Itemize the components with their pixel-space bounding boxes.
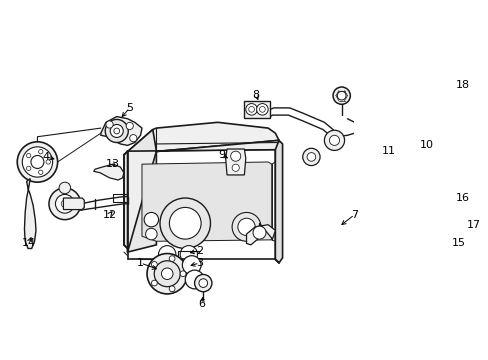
Polygon shape bbox=[404, 181, 420, 199]
Text: 13: 13 bbox=[106, 159, 120, 169]
Text: 12: 12 bbox=[102, 210, 116, 220]
Circle shape bbox=[337, 91, 346, 100]
Text: 5: 5 bbox=[126, 103, 133, 113]
Circle shape bbox=[105, 120, 128, 143]
Circle shape bbox=[61, 200, 68, 207]
Circle shape bbox=[230, 151, 240, 161]
Text: 11: 11 bbox=[382, 146, 395, 156]
Circle shape bbox=[59, 182, 70, 194]
Circle shape bbox=[110, 125, 123, 138]
Text: 10: 10 bbox=[419, 140, 433, 150]
Circle shape bbox=[151, 280, 157, 286]
Circle shape bbox=[232, 164, 239, 171]
Text: 8: 8 bbox=[252, 90, 259, 100]
Circle shape bbox=[126, 122, 133, 130]
Circle shape bbox=[169, 207, 201, 239]
Text: 9: 9 bbox=[218, 150, 225, 160]
Circle shape bbox=[182, 256, 201, 274]
Circle shape bbox=[259, 107, 264, 112]
Polygon shape bbox=[142, 162, 271, 241]
Circle shape bbox=[199, 279, 207, 287]
Polygon shape bbox=[63, 198, 84, 210]
Polygon shape bbox=[123, 122, 278, 157]
Text: 4: 4 bbox=[42, 152, 50, 162]
Circle shape bbox=[144, 212, 158, 227]
Circle shape bbox=[426, 228, 440, 242]
Polygon shape bbox=[123, 130, 156, 252]
Text: 16: 16 bbox=[455, 193, 469, 203]
Polygon shape bbox=[24, 179, 36, 248]
Circle shape bbox=[151, 261, 157, 267]
Circle shape bbox=[158, 246, 176, 263]
Circle shape bbox=[169, 286, 175, 292]
Circle shape bbox=[129, 135, 137, 142]
Text: 1: 1 bbox=[137, 258, 144, 268]
Text: 15: 15 bbox=[451, 238, 465, 248]
Circle shape bbox=[160, 198, 210, 248]
Circle shape bbox=[245, 104, 257, 115]
Circle shape bbox=[302, 148, 320, 166]
Circle shape bbox=[180, 271, 185, 276]
Text: 18: 18 bbox=[455, 80, 469, 90]
Circle shape bbox=[332, 87, 349, 104]
Circle shape bbox=[31, 156, 44, 168]
Circle shape bbox=[22, 147, 53, 177]
Circle shape bbox=[39, 170, 43, 175]
Circle shape bbox=[145, 228, 157, 240]
Circle shape bbox=[147, 253, 187, 294]
Circle shape bbox=[194, 274, 211, 292]
Text: 14: 14 bbox=[21, 238, 36, 248]
Circle shape bbox=[26, 153, 31, 158]
Circle shape bbox=[324, 130, 344, 150]
Circle shape bbox=[180, 246, 197, 263]
Circle shape bbox=[161, 268, 173, 279]
Polygon shape bbox=[246, 223, 275, 245]
Circle shape bbox=[49, 188, 81, 220]
Circle shape bbox=[114, 128, 120, 134]
Polygon shape bbox=[225, 149, 245, 175]
Circle shape bbox=[55, 194, 74, 213]
Text: 7: 7 bbox=[350, 210, 358, 220]
Polygon shape bbox=[101, 117, 142, 145]
Polygon shape bbox=[426, 222, 451, 245]
Circle shape bbox=[46, 160, 50, 164]
Circle shape bbox=[169, 256, 175, 261]
Circle shape bbox=[154, 261, 180, 287]
Polygon shape bbox=[94, 164, 123, 180]
Polygon shape bbox=[127, 140, 278, 263]
Text: 2: 2 bbox=[196, 246, 203, 256]
Circle shape bbox=[106, 121, 113, 128]
Circle shape bbox=[248, 107, 254, 112]
Polygon shape bbox=[275, 140, 282, 263]
Circle shape bbox=[306, 153, 315, 161]
Circle shape bbox=[185, 270, 203, 289]
Circle shape bbox=[232, 212, 261, 241]
Text: 6: 6 bbox=[198, 299, 205, 309]
Circle shape bbox=[252, 226, 265, 239]
Circle shape bbox=[39, 149, 43, 154]
Text: 3: 3 bbox=[196, 258, 203, 268]
Circle shape bbox=[237, 218, 255, 235]
Circle shape bbox=[26, 166, 31, 171]
Circle shape bbox=[17, 142, 58, 182]
Circle shape bbox=[256, 104, 267, 115]
Polygon shape bbox=[244, 101, 270, 118]
Text: 17: 17 bbox=[466, 220, 480, 230]
Circle shape bbox=[329, 135, 339, 145]
